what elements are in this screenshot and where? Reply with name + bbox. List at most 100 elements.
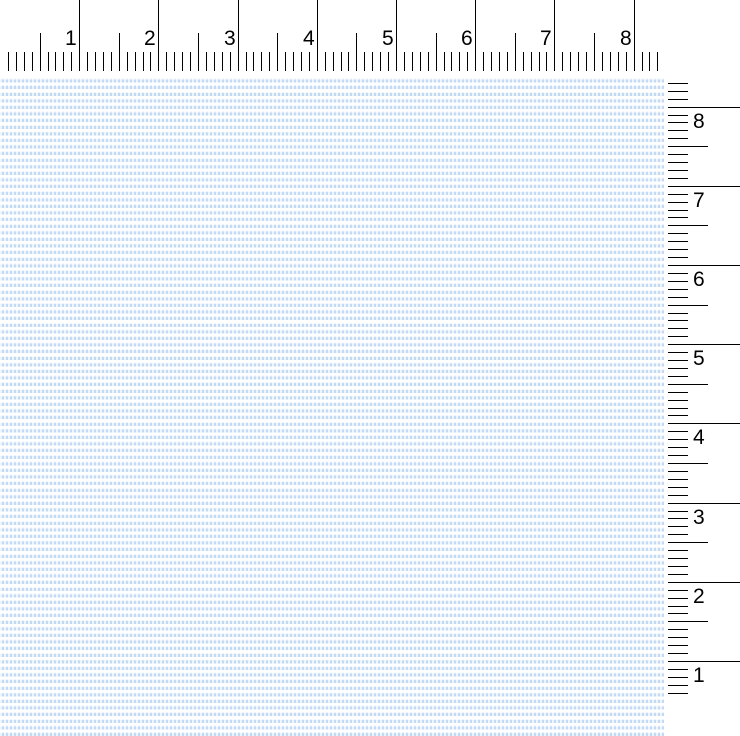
ruler-tick [214,52,215,71]
ruler-tick [491,52,492,71]
ruler-tick [668,233,688,234]
ruler-tick [436,33,437,71]
ruler-tick [166,52,167,71]
ruler-tick [668,162,688,163]
ruler-tick [668,376,688,377]
ruler-tick [668,400,688,401]
ruler-tick [668,392,688,393]
ruler-tick [668,83,688,84]
ruler-tick [55,52,56,71]
ruler-tick [380,52,381,71]
ruler-tick [668,495,688,496]
ruler-tick [150,52,151,71]
ruler-tick [668,328,688,329]
ruler-tick [668,415,688,416]
ruler-tick [467,52,468,71]
ruler-tick [174,52,175,71]
ruler-tick [531,52,532,71]
ruler-tick [634,0,635,71]
ruler-label: 6 [693,268,705,291]
ruler-tick [261,52,262,71]
ruler-tick [668,138,688,139]
ruler-tick [119,33,120,71]
ruler-tick [483,52,484,71]
ruler-tick [301,52,302,71]
ruler-tick [668,352,688,353]
ruler-tick [570,52,571,71]
ruler-tick [554,0,555,71]
ruler-tick [668,613,688,614]
ruler-tick [668,550,688,551]
ruler-label: 8 [693,110,705,133]
ruler-tick [668,621,708,622]
ruler-tick [63,52,64,71]
ruler-tick [668,305,708,306]
ruler-tick [668,225,708,226]
ruler-tick [618,52,619,71]
ruler-tick [206,52,207,71]
ruler-tick [668,606,688,607]
ruler-label: 4 [303,27,315,50]
fabric-preview [0,76,664,736]
ruler-tick [668,115,688,116]
ruler-label: 6 [461,27,473,50]
ruler-tick [451,52,452,71]
ruler-tick [668,336,688,337]
ruler-tick [668,598,688,599]
ruler-label: 7 [693,189,705,212]
ruler-tick [238,0,239,71]
ruler-tick [668,661,740,662]
ruler-tick [40,33,41,71]
ruler-tick [253,52,254,71]
ruler-tick [668,645,688,646]
ruler-tick [668,273,688,274]
ruler-tick [372,52,373,71]
ruler-tick [668,344,740,345]
ruler-tick [668,637,688,638]
ruler-tick [668,669,688,670]
ruler-tick [668,289,688,290]
ruler-tick [668,297,688,298]
ruler-tick [459,52,460,71]
ruler-tick [668,178,688,179]
ruler-label: 1 [65,27,77,50]
ruler-tick [668,447,688,448]
ruler-tick [356,33,357,71]
ruler-tick [668,582,740,583]
ruler-tick [309,52,310,71]
ruler-label: 2 [693,585,705,608]
ruler-tick [95,52,96,71]
ruler-tick [668,518,688,519]
ruler-tick [428,52,429,71]
ruler-tick [246,52,247,71]
ruler-tick [610,52,611,71]
ruler-tick [190,52,191,71]
ruler-tick [668,439,688,440]
ruler-tick [657,52,658,71]
ruler-tick [668,122,688,123]
ruler-tick [668,487,688,488]
top-ruler: 1 2 3 4 5 6 7 8 [0,0,668,76]
ruler-tick [523,52,524,71]
ruler-tick [333,52,334,71]
ruler-tick [444,52,445,71]
ruler-tick [668,408,688,409]
ruler-tick [507,52,508,71]
ruler-tick [230,52,231,71]
ruler-tick [48,52,49,71]
ruler-tick [668,186,740,187]
ruler-tick [515,33,516,71]
ruler-tick [594,33,595,71]
ruler-tick [668,107,740,108]
ruler-tick [475,0,476,71]
ruler-tick [668,503,740,504]
ruler-tick [127,52,128,71]
ruler-tick [158,0,159,71]
ruler-tick [668,210,688,211]
ruler-tick [626,52,627,71]
ruler-label: 5 [382,27,394,50]
ruler-label: 5 [693,347,705,370]
ruler-tick [668,320,688,321]
ruler-tick [285,52,286,71]
ruler-tick [348,52,349,71]
